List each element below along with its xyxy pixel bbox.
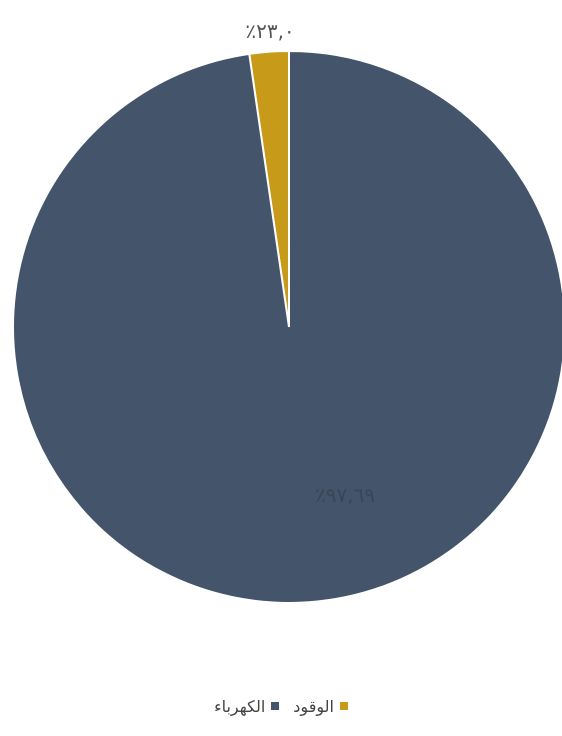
legend-label-electricity: الكهرباء xyxy=(214,696,266,716)
legend-item-electricity: الكهرباء xyxy=(214,696,280,716)
data-label-fuel: ٪٢٣,٠ xyxy=(245,19,294,43)
pie-chart: ٪٢٣,٠ ٪٩٧,٦٩ xyxy=(12,19,562,604)
data-label-electricity: ٪٩٧,٦٩ xyxy=(315,483,375,507)
legend-label-fuel: الوقود xyxy=(293,696,334,716)
legend-swatch-electricity xyxy=(271,702,280,710)
legend: الوقود الكهرباء xyxy=(0,686,562,726)
legend-item-fuel: الوقود xyxy=(293,697,348,716)
legend-swatch-fuel xyxy=(339,702,348,710)
pie-slice-electricity xyxy=(12,49,562,604)
